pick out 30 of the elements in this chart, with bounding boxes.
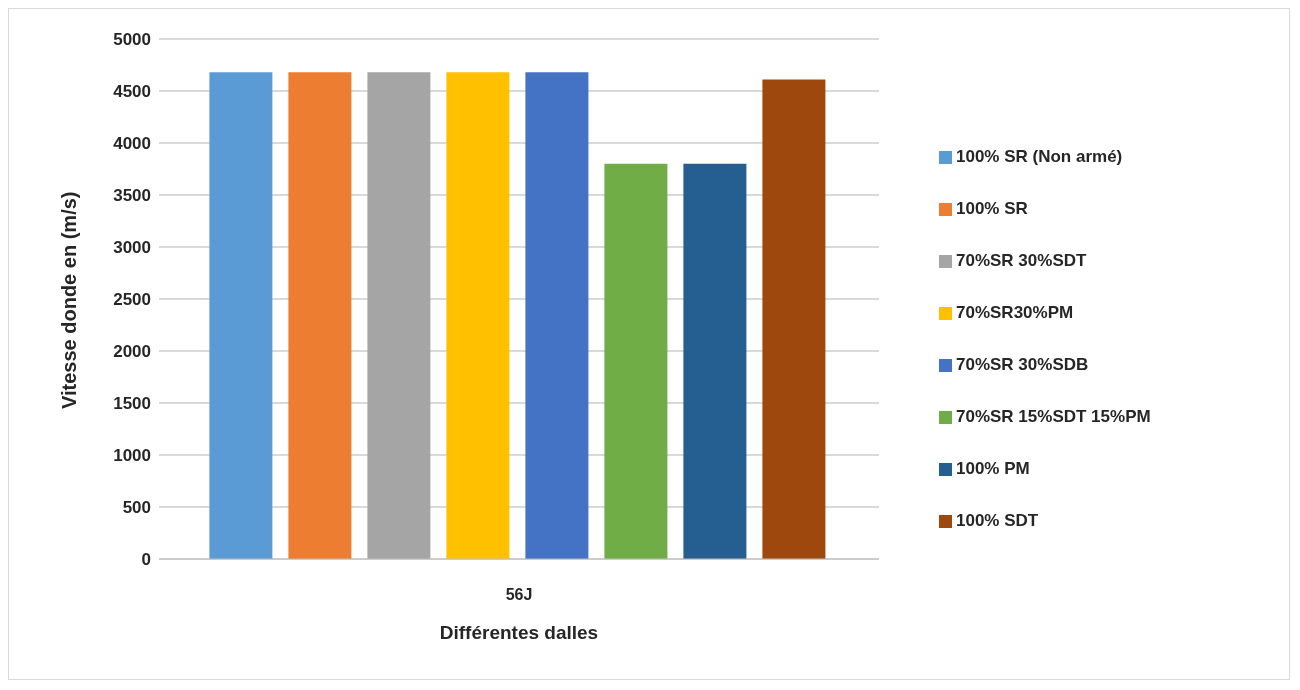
bar xyxy=(446,72,510,559)
y-axis-title: Vitesse donde en (m/s) xyxy=(58,191,81,409)
legend-label: 100% SR (Non armé) xyxy=(956,147,1123,166)
bar xyxy=(209,72,273,559)
legend-label: 100% PM xyxy=(956,459,1030,478)
x-tick-label: 56J xyxy=(505,586,533,604)
legend-label: 70%SR 15%SDT 15%PM xyxy=(956,407,1151,426)
y-tick-label: 4500 xyxy=(113,82,151,102)
bar xyxy=(525,72,589,559)
legend-label: 70%SR 30%SDT xyxy=(956,251,1087,270)
y-tick-label: 3500 xyxy=(113,186,151,206)
bar xyxy=(604,163,668,559)
legend-label: 100% SDT xyxy=(956,511,1039,530)
y-tick-label: 500 xyxy=(122,498,151,518)
bar xyxy=(762,79,826,559)
legend-label: 100% SR xyxy=(956,199,1028,218)
y-tick-label: 4000 xyxy=(113,134,151,154)
legend-label: 70%SR30%PM xyxy=(956,303,1074,322)
bar xyxy=(683,163,747,559)
legend-label: 70%SR 30%SDB xyxy=(956,355,1089,374)
y-tick-label: 1500 xyxy=(113,394,151,414)
bar xyxy=(367,72,431,559)
y-tick-label: 1000 xyxy=(113,446,151,466)
bar xyxy=(288,72,352,559)
y-tick-label: 2000 xyxy=(113,342,151,362)
y-tick-label: 3000 xyxy=(113,238,151,258)
y-tick-label: 0 xyxy=(141,550,151,570)
x-axis-title: Différentes dalles xyxy=(439,622,599,643)
y-tick-label: 2500 xyxy=(113,290,151,310)
y-tick-label: 5000 xyxy=(113,30,151,50)
